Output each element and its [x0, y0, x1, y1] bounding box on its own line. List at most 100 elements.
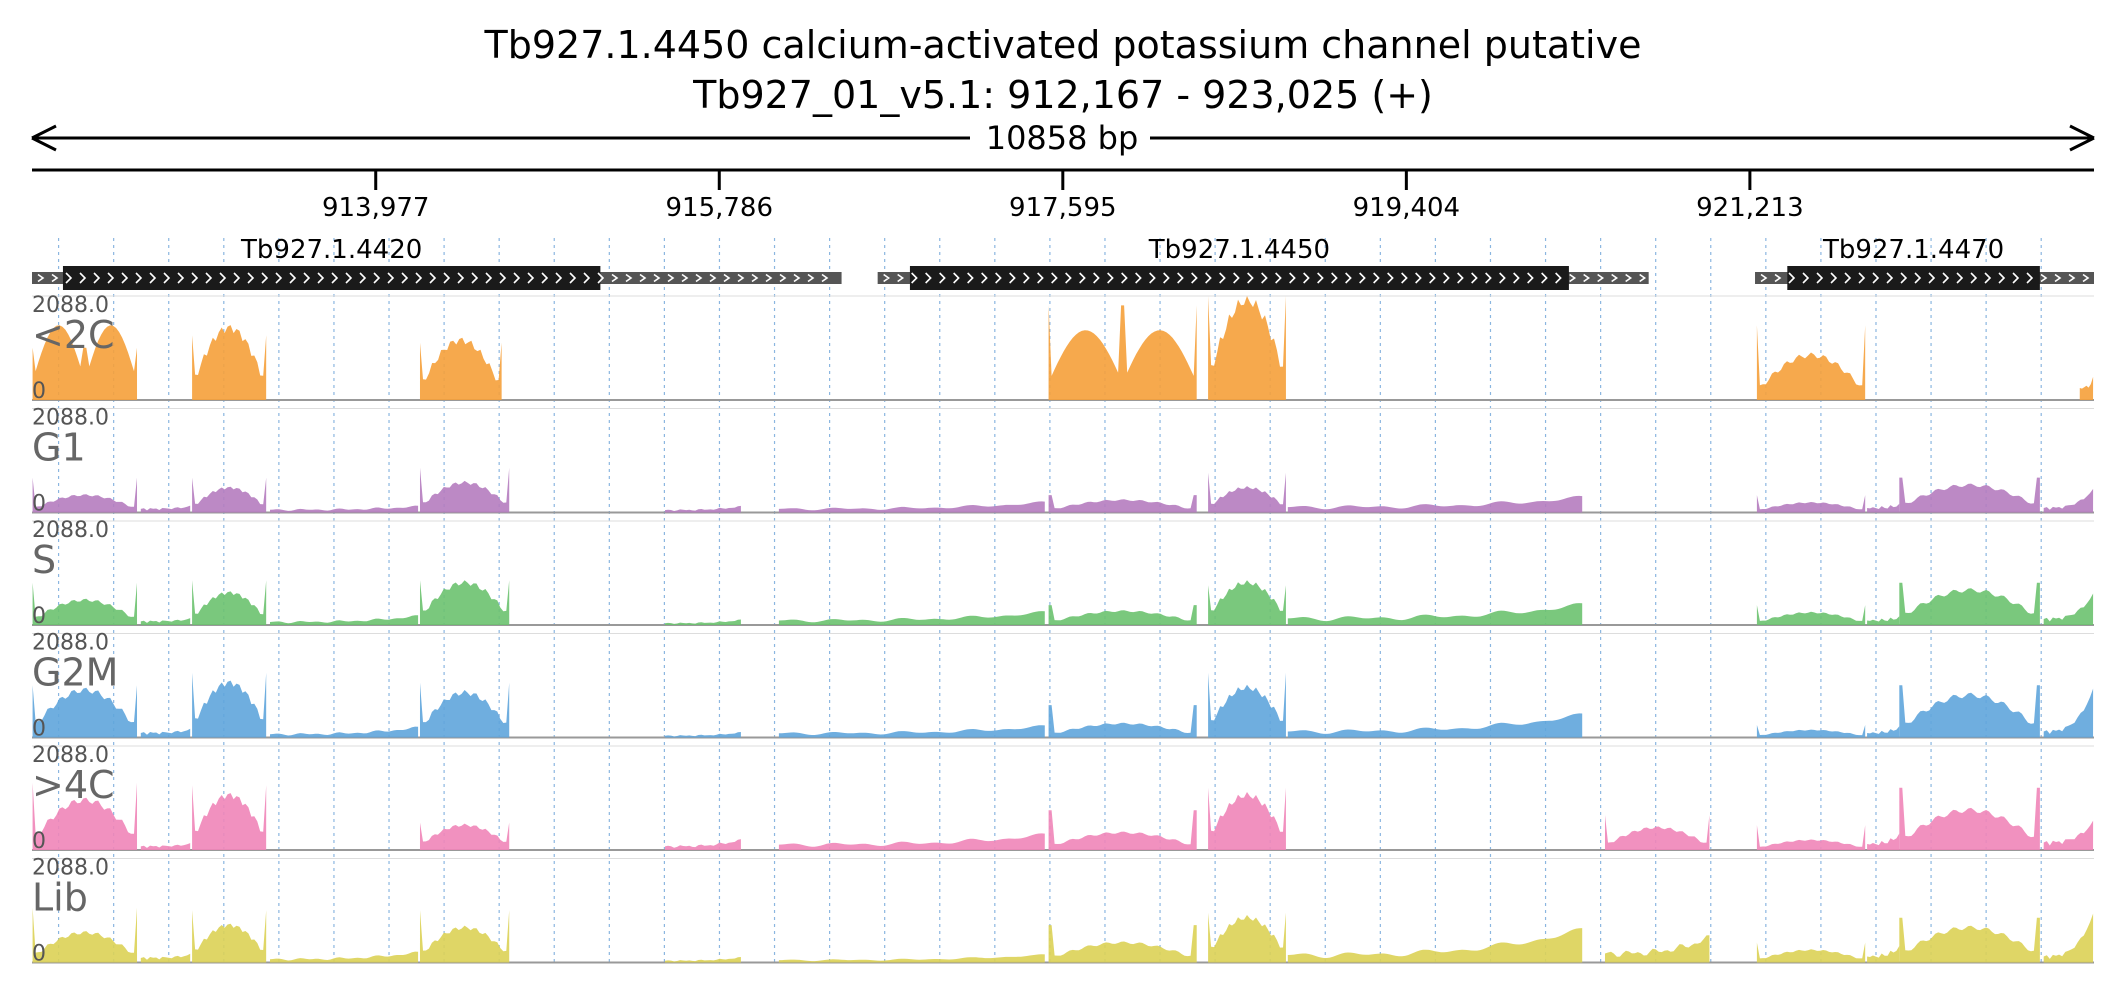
coverage-area: [1899, 917, 2040, 963]
coverage-area: [2043, 913, 2094, 963]
coverage-area: [269, 726, 419, 738]
coverage-area: [1208, 580, 1286, 625]
coverage-area: [1756, 942, 1866, 963]
coverage-area: [269, 615, 419, 625]
chart-subtitle: Tb927_01_v5.1: 912,167 - 923,025 (+): [692, 73, 1433, 117]
track-ymin-label: 0: [32, 492, 46, 517]
coverage-track: 2088.0 0 G1: [32, 406, 2094, 517]
coverage-area: [269, 951, 419, 963]
coverage-area: [2079, 376, 2094, 400]
coverage-area: [32, 907, 138, 963]
axis-tick-label: 913,977: [322, 193, 430, 223]
coverage-area: [1048, 495, 1197, 513]
coverage-area: [1287, 928, 1583, 963]
coverage-area: [140, 618, 191, 625]
coverage-area: [140, 505, 191, 513]
coverage-area: [1867, 616, 1900, 625]
coverage-area: [1208, 787, 1286, 850]
coverage-area: [778, 833, 1045, 850]
track-ymin-label: 0: [32, 379, 46, 404]
gene-label: Tb927.1.4450: [1148, 235, 1330, 265]
coverage-area: [2043, 688, 2094, 738]
coordinate-axis-ticks: 913,977 915,786 917,595 919,404 921,213: [322, 170, 1804, 223]
track-ymin-label: 0: [32, 604, 46, 629]
coverage-area: [1287, 713, 1583, 738]
coverage-area: [1867, 503, 1900, 513]
coverage-area: [1756, 495, 1866, 513]
track-ymax-label: 2088.0: [32, 631, 109, 656]
coverage-area: [2043, 488, 2094, 513]
coverage-area: [1756, 725, 1866, 738]
track-ymax-label: 2088.0: [32, 406, 109, 431]
coverage-track: 2088.0 0 Lib: [32, 856, 2094, 967]
coverage-area: [192, 672, 267, 738]
coverage-area: [419, 580, 510, 625]
axis-tick-label: 917,595: [1009, 193, 1117, 223]
axis-tick-label: 921,213: [1696, 193, 1804, 223]
coverage-area: [192, 325, 267, 400]
coverage-area: [1867, 726, 1900, 738]
track-ymax-label: 2088.0: [32, 856, 109, 881]
gene-label: Tb927.1.4420: [240, 235, 422, 265]
coverage-area: [1867, 946, 1900, 963]
coverage-area: [2043, 820, 2094, 850]
coverage-track: 2088.0 0 >4C: [32, 743, 2094, 854]
coverage-area: [664, 957, 741, 963]
track-name-label: >4C: [32, 763, 115, 807]
arrow-left-icon: [31, 124, 57, 152]
coverage-area: [32, 685, 138, 738]
gene-model: Tb927.1.4450: [877, 235, 1649, 290]
coverage-area: [419, 682, 510, 738]
coverage-area: [419, 467, 510, 513]
coverage-area: [269, 505, 419, 513]
coverage-area: [1899, 477, 2040, 513]
axis-tick-label: 915,786: [666, 193, 774, 223]
length-label: 10858 bp: [986, 119, 1139, 157]
coverage-track: 2088.0 0 <2C: [32, 293, 2094, 404]
coverage-area: [664, 619, 741, 625]
coverage-area: [192, 477, 267, 513]
coverage-area: [1208, 912, 1286, 963]
gene-model: Tb927.1.4470: [1755, 235, 2094, 290]
track-ymin-label: 0: [32, 717, 46, 742]
track-name-label: G2M: [32, 651, 118, 695]
coverage-area: [778, 611, 1045, 625]
coverage-area: [664, 839, 741, 850]
coverage-area: [32, 782, 138, 850]
arrow-right-icon: [2069, 124, 2095, 152]
coverage-area: [419, 822, 510, 850]
coverage-area: [1048, 305, 1197, 400]
strand-chevron-icon: [37, 272, 829, 284]
coverage-area: [1048, 810, 1197, 850]
coverage-area: [1048, 605, 1197, 625]
coverage-track: 2088.0 0 G2M: [32, 631, 2094, 742]
track-ymin-label: 0: [32, 829, 46, 854]
coverage-area: [32, 477, 138, 513]
coverage-area: [1867, 833, 1900, 850]
coverage-area: [1756, 825, 1866, 850]
coverage-area: [1048, 705, 1197, 738]
track-ymax-label: 2088.0: [32, 293, 109, 318]
track-name-label: Lib: [32, 876, 88, 920]
coverage-area: [1287, 603, 1583, 625]
track-name-label: S: [32, 538, 56, 582]
strand-chevron-icon: [1760, 272, 2090, 284]
track-name-label: <2C: [32, 313, 115, 357]
track-ymax-label: 2088.0: [32, 518, 109, 543]
coverage-area: [664, 505, 741, 513]
axis-tick-label: 919,404: [1353, 193, 1461, 223]
coverage-track: 2088.0 0 S: [32, 518, 2094, 629]
track-ymax-label: 2088.0: [32, 743, 109, 768]
gene-models: Tb927.1.4420 Tb927.1.4450 Tb927.1.4470: [32, 235, 2094, 290]
coverage-area: [140, 843, 191, 850]
coverage-area: [32, 582, 138, 625]
coverage-area: [664, 732, 741, 738]
coverage-area: [1048, 925, 1197, 963]
coverage-area: [419, 910, 510, 963]
coverage-area: [140, 728, 191, 738]
track-ymin-label: 0: [32, 942, 46, 967]
gene-model: Tb927.1.4420: [32, 235, 842, 290]
coverage-area: [192, 785, 267, 850]
